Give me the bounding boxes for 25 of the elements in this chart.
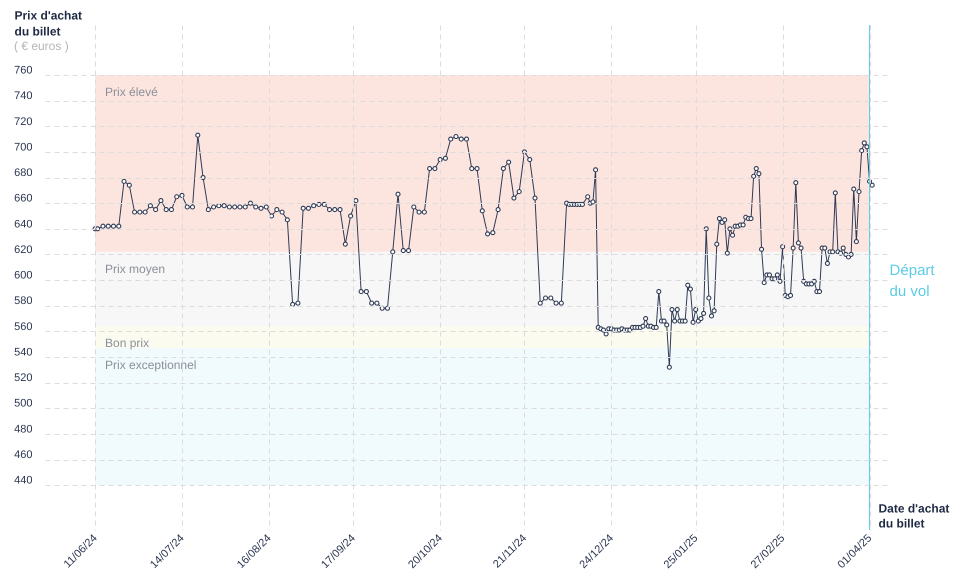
y-tick-label: 440 (14, 474, 32, 487)
y-tick-label: 520 (14, 372, 32, 384)
y-tick-label: 620 (14, 244, 32, 256)
y-tick-label: 700 (14, 141, 32, 154)
y-tick-label: 580 (14, 295, 32, 308)
y-tick-label: 480 (14, 423, 32, 436)
x-axis-title: Date d'achat du billet (878, 502, 950, 530)
y-tick-label: 760 (14, 64, 32, 76)
y-tick-label: 540 (14, 346, 32, 358)
annotation: ( € euros ) (14, 39, 69, 53)
band-label: Bon prix (105, 336, 150, 350)
y-axis-title: Prix d'achat du billet (14, 8, 82, 38)
y-tick-label: 600 (14, 270, 32, 282)
y-tick-label: 740 (14, 90, 32, 102)
band-label: Prix élevé (105, 84, 158, 99)
band-label: Prix moyen (105, 262, 166, 276)
y-tick-label: 640 (14, 218, 32, 230)
band-label: Prix exceptionnel (105, 358, 196, 372)
y-tick-label: 680 (14, 167, 32, 180)
y-tick-label: 720 (14, 116, 32, 128)
y-tick-label: 500 (14, 398, 32, 410)
y-tick-label: 660 (14, 192, 32, 205)
ref-line-label: Départ du vol (890, 262, 936, 300)
y-tick-label: 460 (14, 449, 32, 462)
y-tick-label: 560 (14, 320, 32, 333)
